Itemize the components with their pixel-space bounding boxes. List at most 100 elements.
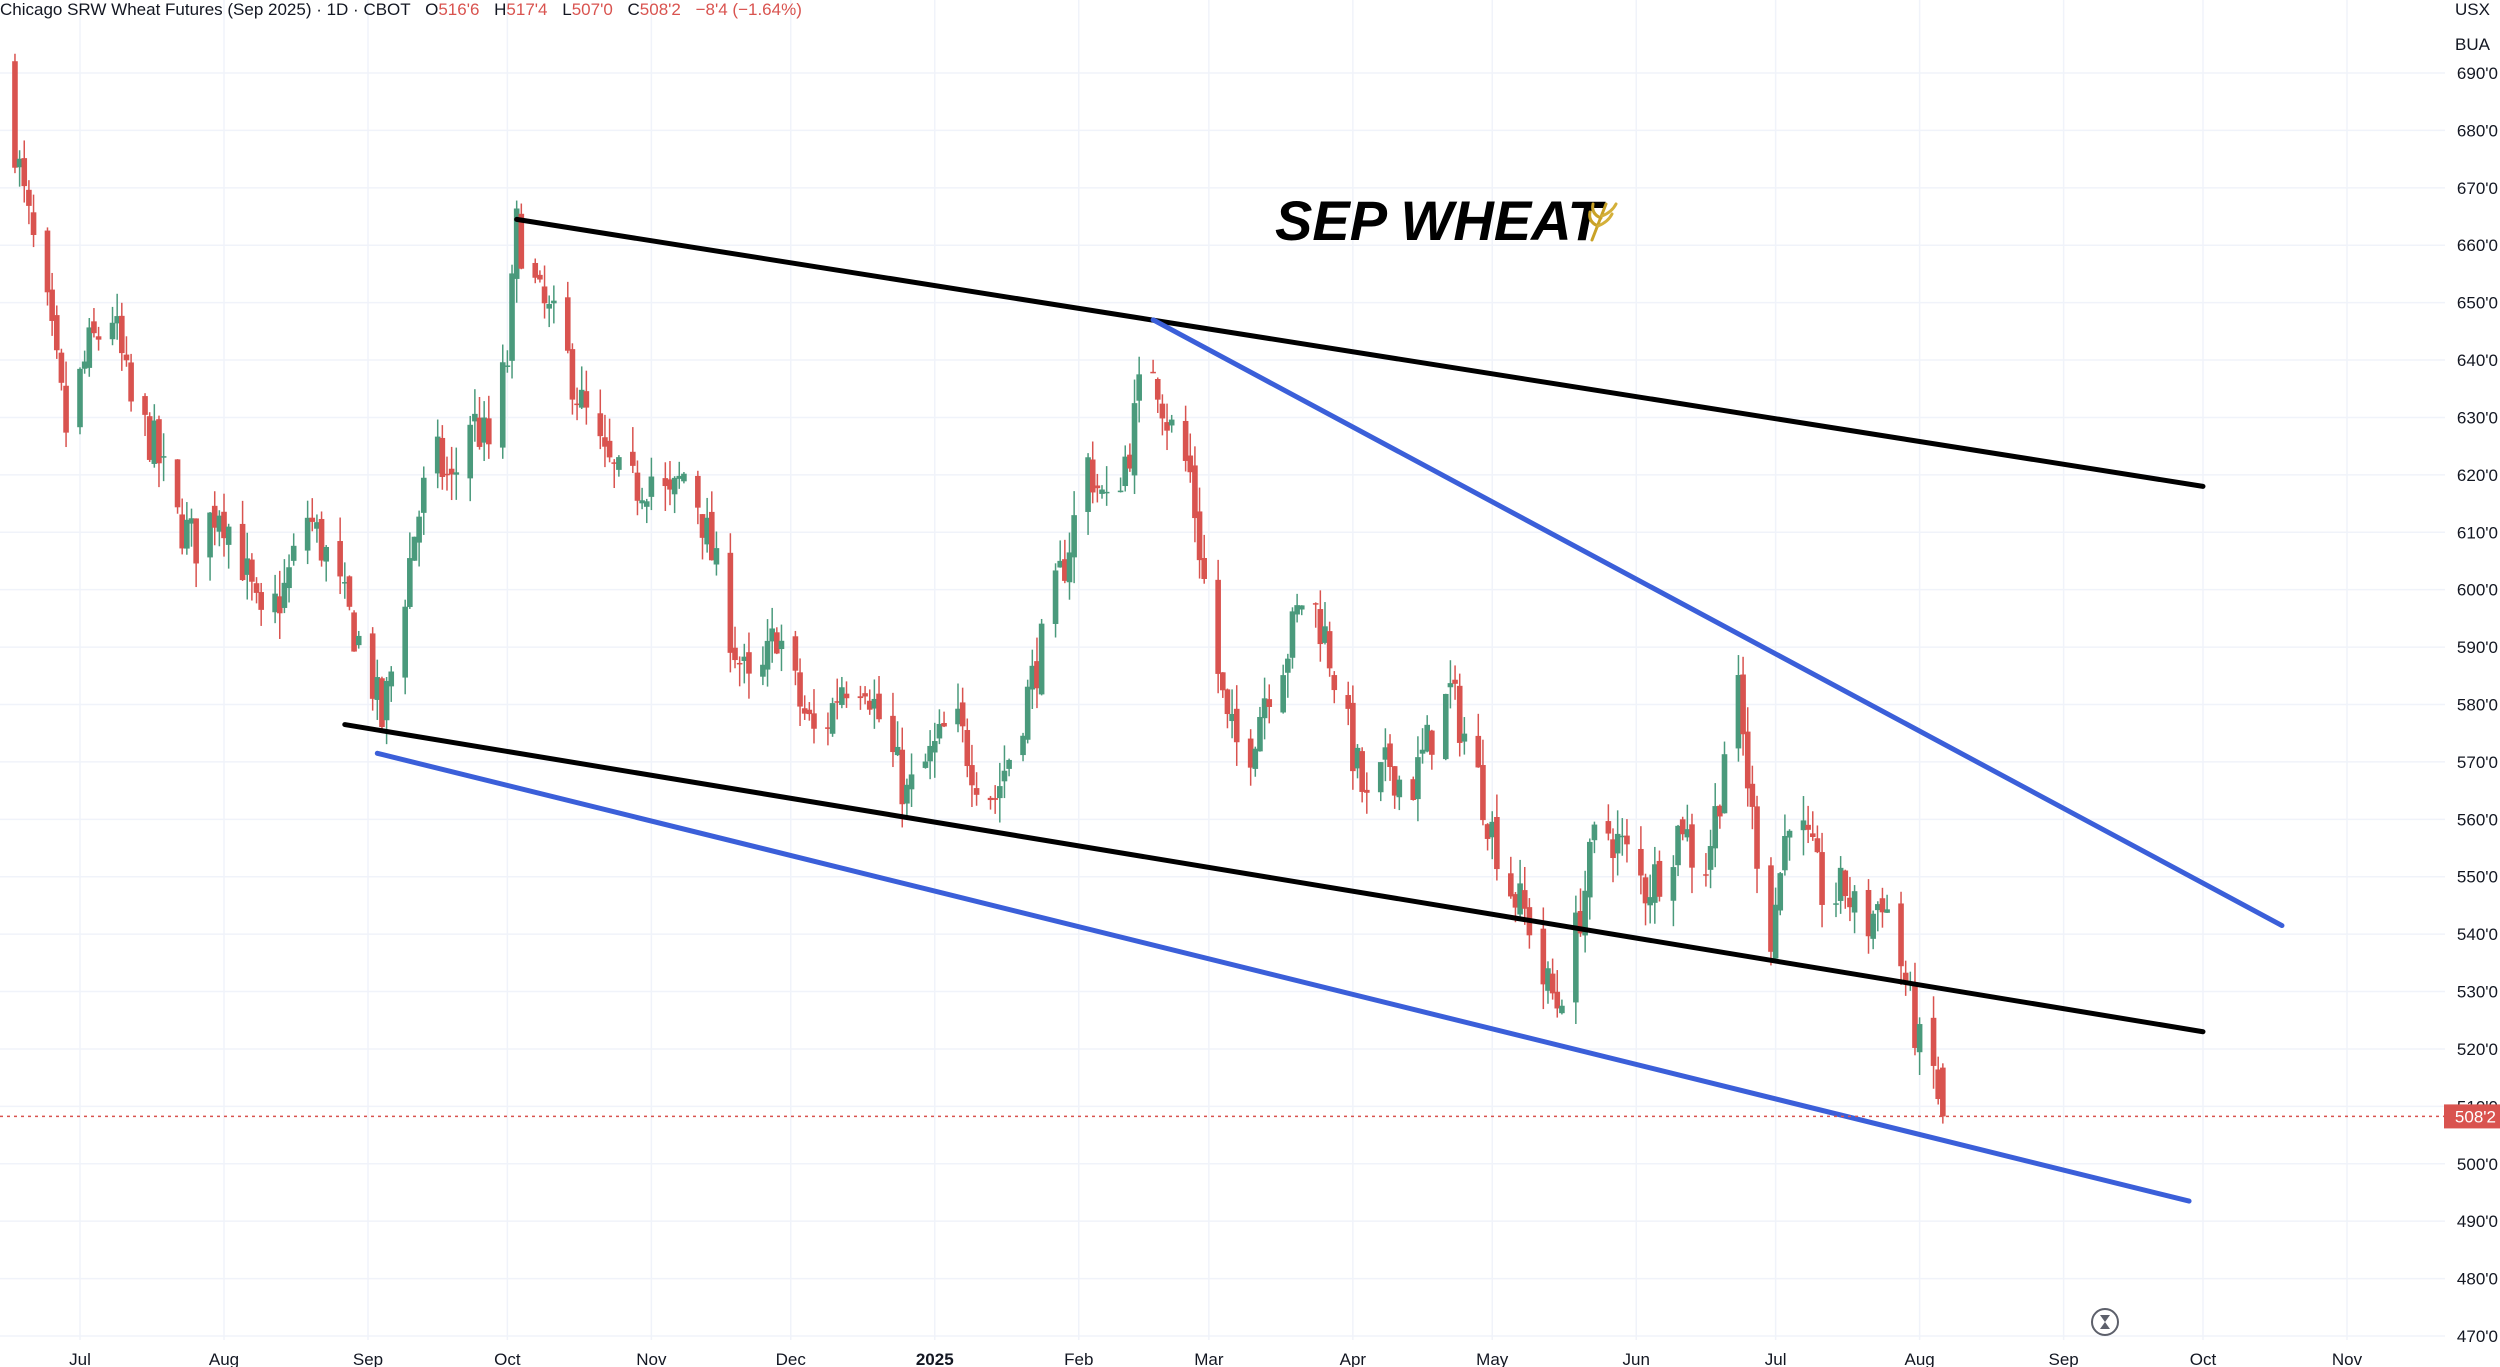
candle bbox=[746, 632, 752, 699]
candle bbox=[1912, 962, 1918, 1056]
candle bbox=[1029, 649, 1036, 710]
candle bbox=[1786, 829, 1793, 861]
y-tick-label: 570'0 bbox=[2457, 753, 2498, 772]
currency-unit-top[interactable]: USX bbox=[2455, 0, 2490, 19]
candle bbox=[1099, 485, 1105, 499]
y-tick-label: 640'0 bbox=[2457, 351, 2498, 370]
candle bbox=[1429, 729, 1435, 770]
candle bbox=[1168, 414, 1175, 433]
time-axis[interactable]: Jul Aug Sep Oct Nov Dec 2025 Feb Mar Apr May Jun Jul… bbox=[69, 1350, 2362, 1367]
blue-trendline[interactable] bbox=[1150, 317, 2285, 929]
candle bbox=[509, 264, 515, 379]
candlestick-series bbox=[12, 53, 1946, 1124]
symbol-title: Chicago SRW Wheat Futures (Sep 2025) · 1… bbox=[0, 0, 411, 19]
candle bbox=[1508, 856, 1514, 899]
candle bbox=[188, 508, 195, 547]
candle bbox=[1317, 590, 1324, 662]
candle bbox=[351, 610, 357, 652]
candle bbox=[1150, 359, 1156, 374]
price-axis[interactable]: 690'0 680'0 670'0 660'0 650'0 640'0 630'0 620'0… bbox=[2457, 64, 2498, 1346]
candle bbox=[81, 350, 88, 374]
candle bbox=[1842, 869, 1849, 909]
y-tick-label: 660'0 bbox=[2457, 236, 2498, 255]
candle bbox=[829, 697, 836, 737]
candle bbox=[374, 659, 381, 720]
candle bbox=[123, 336, 130, 367]
candle bbox=[86, 317, 93, 377]
candle bbox=[504, 350, 511, 373]
candle bbox=[1452, 665, 1458, 700]
x-tick-label: Nov bbox=[2332, 1350, 2363, 1367]
candle bbox=[987, 795, 994, 810]
candle bbox=[1089, 441, 1096, 504]
candle bbox=[1034, 637, 1040, 709]
y-tick-label: 470'0 bbox=[2457, 1327, 2498, 1346]
candle bbox=[1229, 689, 1235, 739]
candle bbox=[1131, 379, 1138, 495]
candle bbox=[1345, 681, 1352, 726]
candle bbox=[1744, 707, 1751, 807]
candle bbox=[1261, 677, 1268, 740]
candle bbox=[12, 53, 18, 174]
candle bbox=[476, 396, 483, 450]
candle bbox=[114, 293, 120, 340]
candle bbox=[128, 353, 134, 412]
change-value: −8'4 (−1.64%) bbox=[695, 0, 802, 19]
candle bbox=[1164, 403, 1170, 451]
candle bbox=[959, 687, 966, 743]
y-tick-label: 560'0 bbox=[2457, 810, 2498, 829]
black-trendline[interactable] bbox=[514, 216, 2206, 489]
candle bbox=[272, 574, 278, 624]
black-trendline[interactable] bbox=[342, 722, 2206, 1035]
candle bbox=[699, 514, 706, 560]
candle bbox=[1001, 745, 1008, 799]
candle bbox=[1819, 832, 1825, 928]
x-tick-label: Jul bbox=[69, 1350, 91, 1367]
candle bbox=[444, 456, 450, 491]
trendline-layer bbox=[342, 216, 2285, 1204]
candle bbox=[806, 702, 813, 721]
candle bbox=[1456, 673, 1463, 757]
candle bbox=[63, 361, 69, 448]
candle bbox=[1749, 765, 1756, 830]
candle bbox=[156, 415, 162, 488]
candle bbox=[420, 466, 427, 535]
candle bbox=[1545, 961, 1551, 1004]
x-tick-label: Oct bbox=[494, 1350, 521, 1367]
candle bbox=[1833, 882, 1839, 918]
candle bbox=[1735, 655, 1742, 762]
candle bbox=[574, 387, 580, 421]
candle bbox=[1707, 829, 1714, 889]
candle bbox=[1652, 846, 1658, 924]
candle bbox=[434, 419, 441, 489]
blue-trendline[interactable] bbox=[374, 750, 2192, 1204]
candle bbox=[1494, 794, 1500, 881]
candle bbox=[472, 389, 478, 442]
candle bbox=[499, 344, 506, 459]
candle bbox=[648, 457, 655, 511]
candle bbox=[1554, 970, 1561, 1018]
candle bbox=[1364, 772, 1370, 814]
candle bbox=[1614, 810, 1621, 876]
candle bbox=[1085, 453, 1091, 535]
candle bbox=[662, 462, 669, 511]
candle bbox=[1586, 838, 1593, 920]
currency-unit-bottom[interactable]: BUA bbox=[2455, 35, 2490, 54]
x-tick-label: Apr bbox=[1340, 1350, 1367, 1367]
candle bbox=[1117, 477, 1124, 493]
candle bbox=[1582, 870, 1588, 953]
candle bbox=[258, 582, 264, 626]
candle bbox=[871, 679, 878, 729]
x-tick-label: 2025 bbox=[916, 1350, 954, 1367]
candle bbox=[1257, 706, 1263, 752]
hourglass-icon[interactable] bbox=[2091, 1308, 2119, 1336]
candle bbox=[174, 459, 181, 514]
candle bbox=[416, 510, 422, 567]
candle bbox=[1809, 811, 1816, 841]
candle bbox=[551, 285, 557, 324]
candle bbox=[518, 203, 525, 270]
x-tick-label: Mar bbox=[1194, 1350, 1224, 1367]
candle bbox=[997, 762, 1003, 823]
candle bbox=[825, 712, 831, 746]
